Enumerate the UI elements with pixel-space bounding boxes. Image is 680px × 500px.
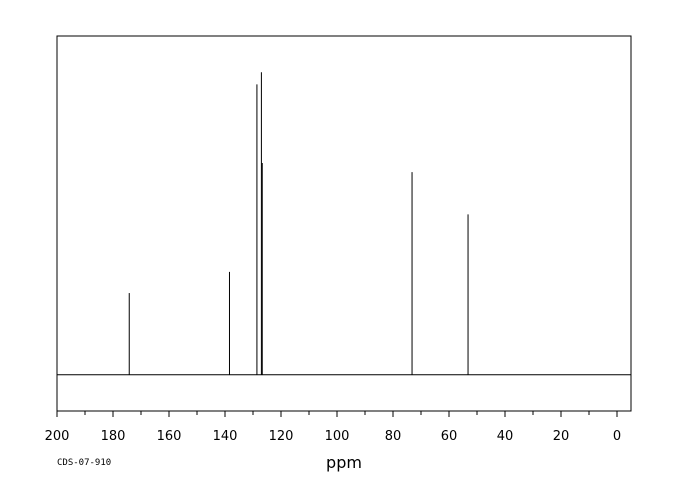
x-tick-label: 0 <box>613 429 621 444</box>
x-tick-label: 160 <box>157 429 182 444</box>
x-axis-ticks <box>56 411 618 417</box>
x-tick-label: 60 <box>441 429 458 444</box>
x-tick-label: 40 <box>497 429 514 444</box>
spectrum-trace <box>57 72 631 376</box>
x-tick-label: 20 <box>553 429 570 444</box>
x-tick-label: 140 <box>213 429 238 444</box>
x-tick-label: 80 <box>385 429 402 444</box>
x-tick-label: 180 <box>101 429 126 444</box>
x-tick-label: 120 <box>269 429 294 444</box>
spectrum-code-label: CDS-07-910 <box>57 458 111 468</box>
x-axis-title: ppm <box>326 453 362 472</box>
x-axis-tick-labels: 200 180 160 140 120 100 80 60 40 20 0 <box>45 429 622 444</box>
x-tick-label: 100 <box>325 429 350 444</box>
x-tick-label: 200 <box>45 429 70 444</box>
plot-frame <box>56 35 632 412</box>
